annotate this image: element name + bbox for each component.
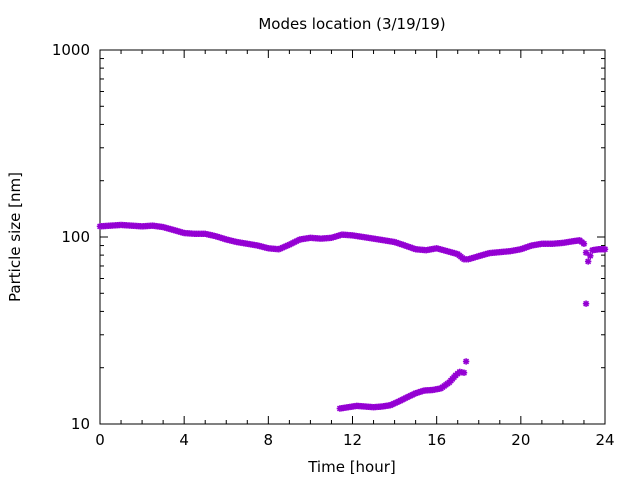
data-point: [587, 252, 594, 260]
x-tick-label: 16: [427, 431, 446, 449]
data-marks: [96, 221, 609, 412]
y-tick-label: 1000: [52, 41, 90, 59]
data-point: [460, 369, 468, 376]
data-point: [462, 358, 470, 365]
data-point: [582, 300, 590, 307]
data-point: [601, 246, 609, 253]
y-axis-label: Particle size [nm]: [6, 172, 24, 302]
y-tick-label: 100: [61, 228, 90, 246]
x-tick-label: 20: [511, 431, 530, 449]
data-point: [580, 240, 588, 247]
chart-title: Modes location (3/19/19): [258, 15, 445, 33]
ticks-group: 0 4 8 12 16 20 24 10 100 1000: [52, 41, 615, 449]
x-tick-label: 4: [179, 431, 189, 449]
x-tick-label: 12: [343, 431, 362, 449]
x-axis-label: Time [hour]: [307, 458, 396, 476]
y-tick-label: 10: [71, 415, 90, 433]
x-tick-label: 24: [595, 431, 614, 449]
x-tick-label: 8: [264, 431, 274, 449]
data-point: [584, 258, 592, 265]
x-tick-label: 0: [95, 431, 105, 449]
